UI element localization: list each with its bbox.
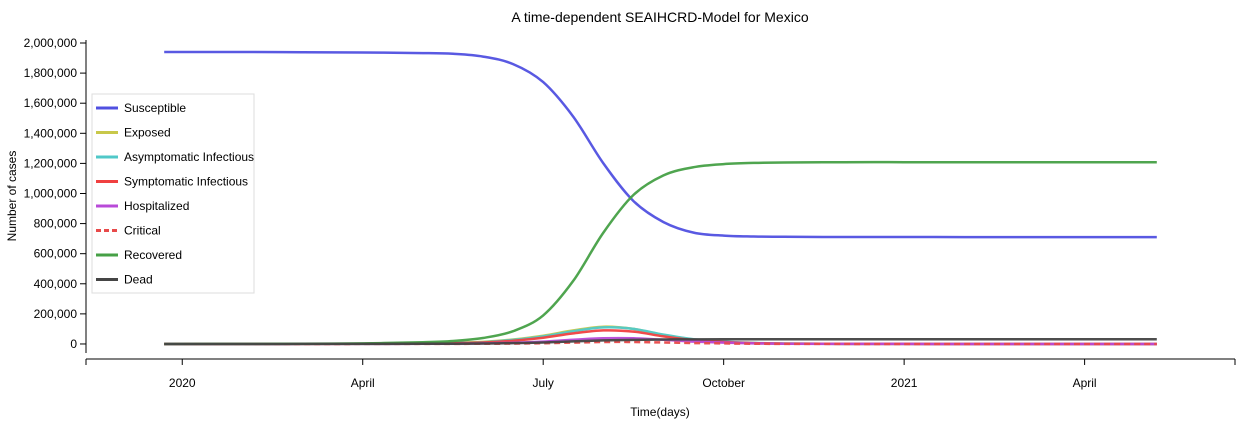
x-tick-label: April xyxy=(351,376,375,390)
x-axis: 2020 April July October 2021 April xyxy=(85,358,1236,390)
legend-label: Exposed xyxy=(124,126,171,140)
y-axis-title: Number of cases xyxy=(5,151,19,242)
legend-label: Asymptomatic Infectious xyxy=(124,150,254,164)
y-tick-label: 200,000 xyxy=(34,307,78,321)
series-line-critical xyxy=(164,340,1157,346)
legend-label: Critical xyxy=(124,224,161,238)
legend-label: Recovered xyxy=(124,248,182,262)
y-tick-label: 1,000,000 xyxy=(24,186,78,200)
y-tick-label: 1,600,000 xyxy=(24,96,78,110)
legend-label: Susceptible xyxy=(124,101,186,115)
legend-box xyxy=(91,93,255,294)
series-line-recovered xyxy=(164,160,1157,346)
series-lines xyxy=(164,50,1157,346)
series-line-dead xyxy=(164,337,1157,346)
series-line-susceptible xyxy=(164,50,1157,239)
x-tick-label: 2020 xyxy=(169,376,196,390)
y-tick-label: 1,400,000 xyxy=(24,126,78,140)
legend-label: Symptomatic Infectious xyxy=(124,175,248,189)
y-tick-label: 800,000 xyxy=(34,217,78,231)
y-tick-label: 0 xyxy=(70,337,77,351)
x-tick-label: 2021 xyxy=(891,376,918,390)
y-tick-label: 1,200,000 xyxy=(24,156,78,170)
x-tick-label: July xyxy=(533,376,554,390)
legend: Susceptible Exposed Asymptomatic Infectiou… xyxy=(91,93,255,294)
x-axis-title: Time(days) xyxy=(630,405,690,419)
legend-label: Hospitalized xyxy=(124,199,189,213)
chart-title: A time-dependent SEAIHCRD-Model for Mexi… xyxy=(511,9,808,25)
series-line-symptomatic-infectious xyxy=(164,329,1157,346)
y-tick-label: 600,000 xyxy=(34,247,78,261)
y-axis: 0 200,000 400,000 600,000 800,000 1,000,000 1,… xyxy=(24,36,87,353)
y-tick-label: 400,000 xyxy=(34,277,78,291)
y-tick-label: 1,800,000 xyxy=(24,66,78,80)
x-tick-label: October xyxy=(702,376,745,390)
y-tick-label: 2,000,000 xyxy=(24,36,78,50)
x-tick-label: April xyxy=(1073,376,1097,390)
legend-label: Dead xyxy=(124,273,153,287)
